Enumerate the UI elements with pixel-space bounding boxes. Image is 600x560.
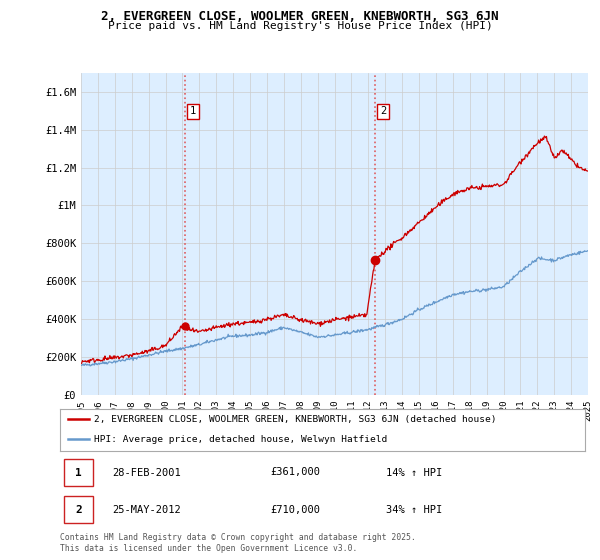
Text: Contains HM Land Registry data © Crown copyright and database right 2025.
This d: Contains HM Land Registry data © Crown c…: [60, 533, 416, 553]
Text: £361,000: £361,000: [270, 468, 320, 478]
Text: 2: 2: [380, 106, 386, 116]
Text: 1: 1: [190, 106, 196, 116]
Text: Price paid vs. HM Land Registry's House Price Index (HPI): Price paid vs. HM Land Registry's House …: [107, 21, 493, 31]
Text: 2: 2: [75, 505, 82, 515]
Text: 2, EVERGREEN CLOSE, WOOLMER GREEN, KNEBWORTH, SG3 6JN: 2, EVERGREEN CLOSE, WOOLMER GREEN, KNEBW…: [101, 10, 499, 23]
Text: 14% ↑ HPI: 14% ↑ HPI: [386, 468, 442, 478]
Text: £710,000: £710,000: [270, 505, 320, 515]
Text: 1: 1: [75, 468, 82, 478]
FancyBboxPatch shape: [64, 459, 93, 486]
FancyBboxPatch shape: [64, 496, 93, 523]
Text: 2, EVERGREEN CLOSE, WOOLMER GREEN, KNEBWORTH, SG3 6JN (detached house): 2, EVERGREEN CLOSE, WOOLMER GREEN, KNEBW…: [94, 415, 497, 424]
Text: HPI: Average price, detached house, Welwyn Hatfield: HPI: Average price, detached house, Welw…: [94, 435, 388, 444]
Text: 28-FEB-2001: 28-FEB-2001: [113, 468, 181, 478]
Text: 34% ↑ HPI: 34% ↑ HPI: [386, 505, 442, 515]
Text: 25-MAY-2012: 25-MAY-2012: [113, 505, 181, 515]
